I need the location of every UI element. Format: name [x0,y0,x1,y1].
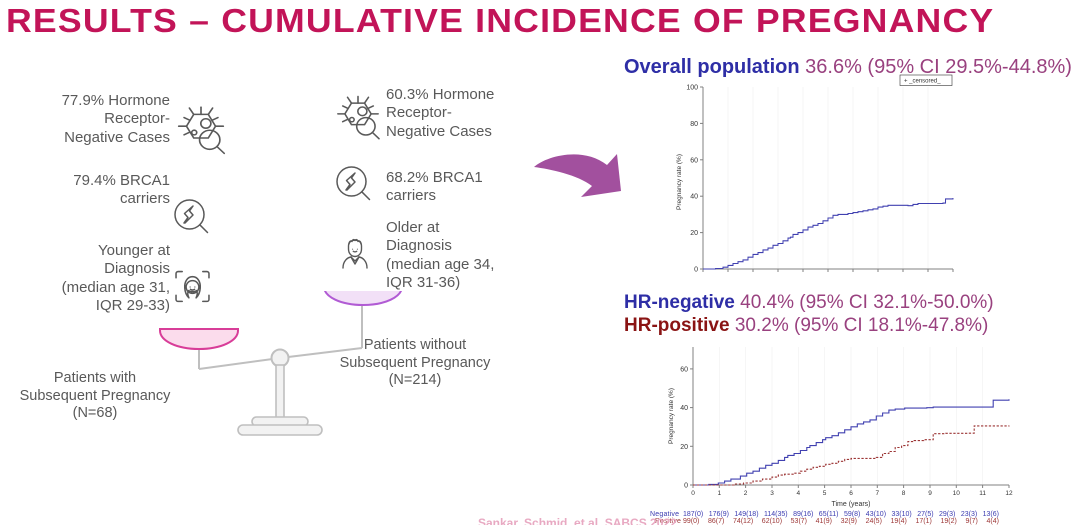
svg-text:20: 20 [680,444,688,451]
svg-text:4: 4 [796,490,800,497]
svg-text:2: 2 [744,490,748,497]
svg-text:12: 12 [1005,490,1013,497]
svg-text:8: 8 [902,490,906,497]
svg-text:6: 6 [849,490,853,497]
svg-text:9: 9 [928,490,932,497]
svg-text:100: 100 [686,85,698,92]
svg-text:80: 80 [690,121,698,128]
svg-text:Pregnancy rate (%): Pregnancy rate (%) [668,388,675,444]
svg-text:Time (years): Time (years) [831,501,870,508]
svg-text:3: 3 [770,490,774,497]
svg-text:40: 40 [690,194,698,201]
svg-text:5: 5 [823,490,827,497]
svg-text:0: 0 [691,490,695,497]
svg-text:11: 11 [979,490,986,497]
svg-text:Pregnancy rate (%): Pregnancy rate (%) [676,154,683,210]
svg-text:7: 7 [875,490,879,497]
svg-text:1: 1 [717,490,721,497]
svg-text:10: 10 [953,490,961,497]
svg-text:0: 0 [694,267,698,274]
svg-text:60: 60 [690,157,698,164]
svg-text:40: 40 [680,405,688,412]
svg-text:60: 60 [680,366,688,373]
svg-text:+ _censored_: + _censored_ [904,78,941,84]
svg-text:20: 20 [690,230,698,237]
svg-text:0: 0 [684,483,688,490]
